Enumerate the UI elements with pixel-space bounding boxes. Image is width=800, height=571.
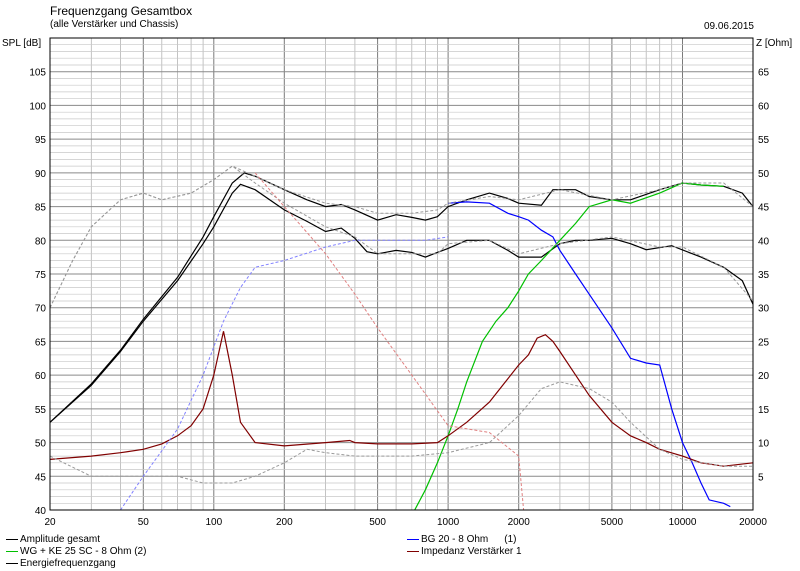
series-line-bg20 xyxy=(448,201,731,508)
x-tick-label: 100 xyxy=(205,517,222,528)
legend-label-energy: Energiefrequenzgang xyxy=(20,558,116,569)
legend-label-wg: WG + KE 25 SC - 8 Ohm (2) xyxy=(20,546,147,557)
y-tick-label-left: 90 xyxy=(35,169,47,180)
chart-subtitle: (alle Verstärker und Chassis) xyxy=(50,19,179,30)
y-axis-left-label: SPL [dB] xyxy=(2,38,42,49)
y-tick-label-left: 65 xyxy=(35,337,47,348)
series-line-amp xyxy=(49,172,754,423)
legend-item-impedance: Impedanz Verstärker 1 xyxy=(407,546,522,558)
legend-label-bg20: BG 20 - 8 Ohm xyxy=(421,534,489,545)
y-tick-label-left: 50 xyxy=(35,439,47,450)
x-tick-label: 20000 xyxy=(739,517,767,528)
legend-suffix-bg20: (1) xyxy=(504,534,517,545)
y-tick-label-right: 5 xyxy=(758,472,764,483)
y-tick-label-right: 15 xyxy=(758,405,770,416)
legend-swatch-energy xyxy=(6,562,18,564)
plot-grid xyxy=(49,38,754,510)
plot-series xyxy=(49,165,754,511)
y-tick-label-right: 45 xyxy=(758,203,770,214)
y-tick-label-right: 40 xyxy=(758,236,770,247)
series-line-dash_grey_2 xyxy=(49,165,754,308)
legend-item-amplitude: Amplitude gesamt xyxy=(6,534,100,546)
y-tick-label-right: 50 xyxy=(758,169,770,180)
y-tick-label-left: 40 xyxy=(35,506,47,517)
y-tick-label-right: 35 xyxy=(758,270,770,281)
x-tick-label: 10000 xyxy=(669,517,697,528)
y-tick-label-left: 45 xyxy=(35,472,47,483)
legend-swatch-impedance xyxy=(407,550,419,552)
y-tick-label-right: 55 xyxy=(758,135,770,146)
legend-swatch-amplitude xyxy=(6,538,18,540)
y-tick-label-left: 70 xyxy=(35,304,47,315)
series-line-dash_grey_imp xyxy=(49,381,753,484)
plot-frame xyxy=(49,37,754,511)
y-tick-label-left: 80 xyxy=(35,236,47,247)
y-tick-label-left: 60 xyxy=(35,371,47,382)
legend-swatch-bg20 xyxy=(407,538,419,540)
series-line-imp xyxy=(49,331,754,467)
legend-swatch-wg xyxy=(6,550,18,552)
series-line-dash_red xyxy=(254,172,525,511)
y-tick-label-left: 100 xyxy=(29,101,46,112)
y-tick-label-left: 95 xyxy=(35,135,47,146)
series-line-wg xyxy=(414,182,724,511)
legend-item-wg: WG + KE 25 SC - 8 Ohm (2) xyxy=(6,546,146,558)
x-tick-label: 5000 xyxy=(601,517,624,528)
chart-title: Frequenzgang Gesamtbox xyxy=(50,4,193,18)
x-tick-label: 1000 xyxy=(437,517,460,528)
y-axis-right-label: Z [Ohm] xyxy=(756,38,793,49)
legend-item-bg20: BG 20 - 8 Ohm (1) xyxy=(407,534,516,546)
y-tick-label-right: 25 xyxy=(758,337,770,348)
y-tick-label-right: 65 xyxy=(758,68,770,79)
series-line-dash_grey_1 xyxy=(49,165,754,308)
x-tick-label: 50 xyxy=(138,517,150,528)
x-tick-label: 20 xyxy=(44,517,56,528)
series-line-energy xyxy=(49,183,754,423)
y-tick-label-left: 105 xyxy=(29,68,46,79)
y-tick-label-right: 30 xyxy=(758,304,770,315)
x-tick-label: 200 xyxy=(276,517,293,528)
axis-tick-labels: 20 50 100 200 500 1000 2000 5000 10000 20000 40 45 5… xyxy=(29,68,769,528)
y-tick-label-left: 85 xyxy=(35,203,47,214)
chart-date: 09.06.2015 xyxy=(703,21,754,32)
x-tick-label: 500 xyxy=(369,517,386,528)
x-tick-label: 2000 xyxy=(508,517,531,528)
series-line-dash_blue xyxy=(120,236,449,511)
y-tick-label-right: 60 xyxy=(758,101,770,112)
y-tick-label-left: 75 xyxy=(35,270,47,281)
legend-label-impedance: Impedanz Verstärker 1 xyxy=(421,546,522,557)
legend-item-energy: Energiefrequenzgang xyxy=(6,558,116,570)
y-tick-label-right: 10 xyxy=(758,439,770,450)
y-tick-label-right: 20 xyxy=(758,371,770,382)
legend-label-amplitude: Amplitude gesamt xyxy=(20,534,101,545)
y-tick-label-left: 55 xyxy=(35,405,47,416)
